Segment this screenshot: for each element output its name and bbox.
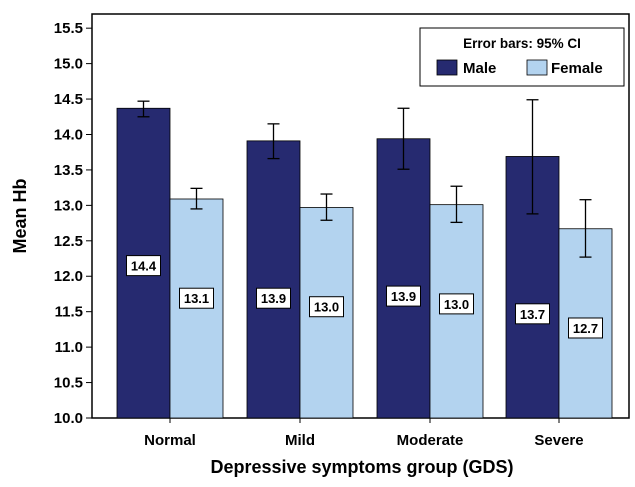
data-label-box-male-3 (515, 303, 550, 325)
data-label-male-2: 13.9 (391, 289, 416, 304)
data-label-female-0: 13.1 (184, 291, 209, 306)
error-bars-layer (137, 99, 592, 258)
data-label-male-3: 13.7 (520, 307, 545, 322)
data-label-box-female-3 (568, 317, 603, 339)
bar-male-1 (246, 140, 301, 419)
data-label-female-2: 13.0 (444, 297, 469, 312)
x-tick-label-2: Moderate (397, 432, 464, 449)
y-tick-label-3: 11.5 (55, 304, 83, 321)
legend-label-male: Male (463, 60, 496, 77)
x-tick-label-3: Severe (534, 432, 583, 449)
data-label-box-female-0 (179, 287, 214, 309)
y-tick-label-1: 10.5 (54, 375, 83, 392)
data-label-box-male-1 (256, 287, 291, 309)
data-label-male-1: 13.9 (261, 291, 286, 306)
legend-swatch-female (526, 59, 548, 76)
bar-male-2 (376, 138, 431, 419)
y-tick-label-10: 15.0 (54, 56, 83, 73)
y-tick-label-5: 12.5 (54, 233, 83, 250)
data-label-male-0: 14.4 (131, 259, 157, 274)
data-label-box-male-0 (126, 255, 161, 277)
legend-title: Error bars: 95% CI (463, 36, 581, 51)
data-label-box-male-2 (386, 285, 421, 307)
data-labels-layer: 14.4 13.9 13.9 13.7 13.1 13.0 13.0 12.7 (126, 255, 603, 339)
legend-swatch-male (436, 59, 458, 76)
y-tick-label-0: 10.0 (54, 410, 83, 427)
y-tick-label-8: 14.0 (54, 126, 83, 143)
data-label-female-3: 12.7 (573, 321, 598, 336)
y-tick-label-4: 12.0 (54, 268, 83, 285)
data-label-box-female-2 (439, 293, 474, 315)
y-tick-label-2: 11.0 (55, 339, 83, 356)
y-tick-label-9: 14.5 (54, 91, 83, 108)
y-tick-label-11: 15.5 (54, 20, 83, 37)
bars-layer (116, 107, 613, 419)
legend: Error bars: 95% CI Male Female (419, 27, 625, 87)
legend-box (419, 27, 625, 87)
x-axis-title: Depressive symptoms group (GDS) (210, 457, 513, 477)
data-label-female-1: 13.0 (314, 300, 339, 315)
axes-layer: 10.0 10.5 11.0 11.5 12.0 12.5 13.0 13.5 14.0 14.5… (54, 20, 584, 449)
y-axis-title: Mean Hb (10, 178, 30, 253)
x-tick-label-1: Mild (285, 432, 315, 449)
y-tick-label-7: 13.5 (54, 162, 83, 179)
legend-label-female: Female (551, 60, 603, 77)
y-tick-label-6: 13.0 (54, 197, 83, 214)
x-tick-label-0: Normal (144, 432, 196, 449)
data-label-box-female-1 (309, 296, 344, 318)
